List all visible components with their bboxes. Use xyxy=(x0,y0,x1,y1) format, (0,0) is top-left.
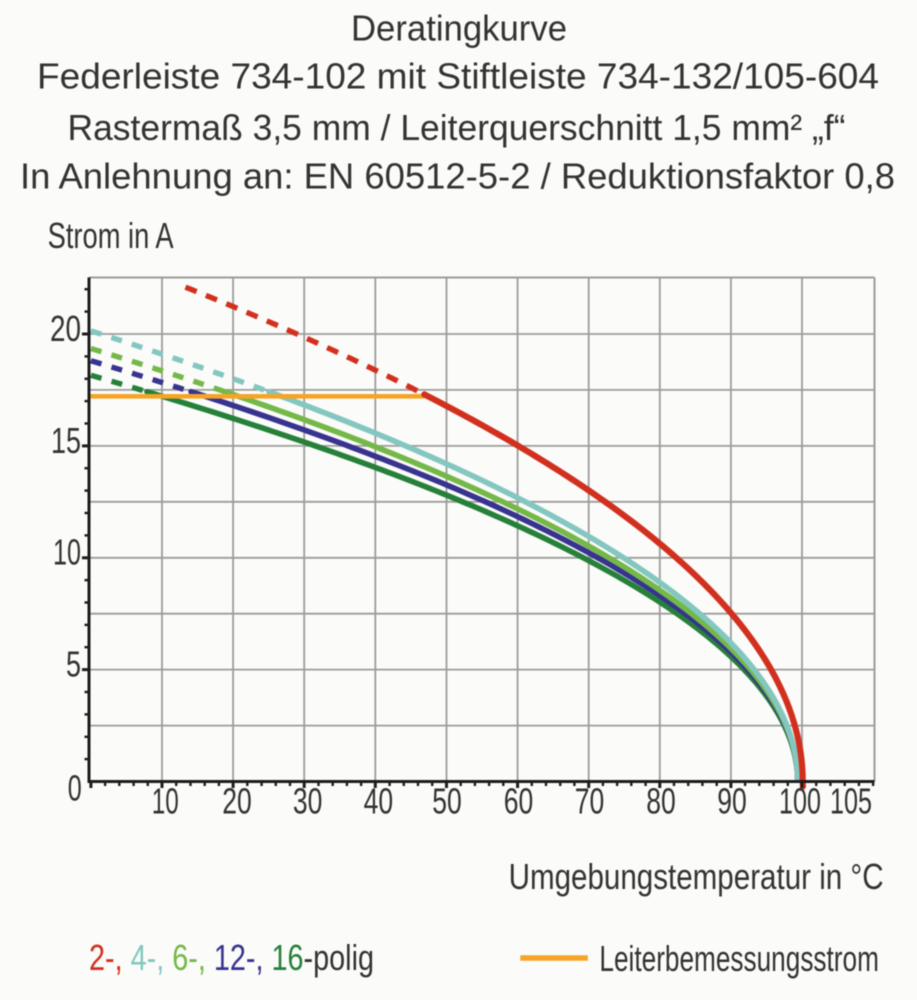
svg-text:5: 5 xyxy=(66,643,81,684)
svg-text:15: 15 xyxy=(51,420,81,461)
svg-text:Leiterbemessungsstrom: Leiterbemessungsstrom xyxy=(599,938,879,979)
svg-text:In Anlehnung an: EN 60512-5-2: In Anlehnung an: EN 60512-5-2 / Reduktio… xyxy=(20,155,895,196)
svg-text:20: 20 xyxy=(222,780,252,821)
svg-text:70: 70 xyxy=(575,780,605,821)
svg-text:20: 20 xyxy=(50,308,81,349)
svg-text:105: 105 xyxy=(830,780,872,821)
svg-text:40: 40 xyxy=(364,780,394,821)
svg-text:Rastermaß 3,5 mm / Leiterquers: Rastermaß 3,5 mm / Leiterquerschnitt 1,5… xyxy=(68,107,846,148)
svg-text:90: 90 xyxy=(717,780,747,821)
svg-text:Federleiste 734-102 mit Stiftl: Federleiste 734-102 mit Stiftleiste 734-… xyxy=(37,56,879,97)
svg-text:80: 80 xyxy=(646,780,676,821)
svg-text:100: 100 xyxy=(779,780,821,821)
svg-text:Strom in A: Strom in A xyxy=(48,215,174,256)
svg-text:0: 0 xyxy=(68,768,82,809)
svg-text:Deratingkurve: Deratingkurve xyxy=(351,7,567,48)
svg-text:50: 50 xyxy=(432,780,462,821)
svg-text:10: 10 xyxy=(152,780,179,821)
svg-text:30: 30 xyxy=(293,780,323,821)
svg-text:Umgebungstemperatur in °C: Umgebungstemperatur in °C xyxy=(509,856,884,897)
svg-text:60: 60 xyxy=(504,780,534,821)
svg-text:2-, 4-, 6-, 12-, 16-polig: 2-, 4-, 6-, 12-, 16-polig xyxy=(89,937,374,978)
svg-text:10: 10 xyxy=(53,532,81,573)
